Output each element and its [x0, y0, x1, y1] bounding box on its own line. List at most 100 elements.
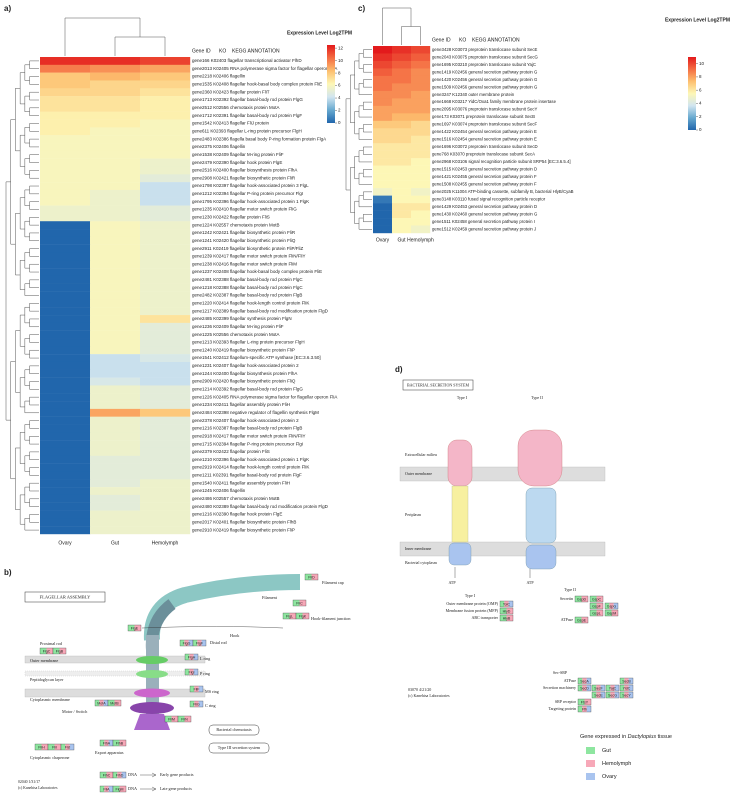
heatmap-cell [140, 299, 191, 308]
diagram-label: Type II [564, 587, 576, 592]
gene-box [605, 691, 620, 699]
gene-label: YidC [623, 686, 631, 690]
heatmap-cell [90, 385, 141, 394]
gene-box-fill [54, 744, 61, 750]
gene-box-fill [189, 669, 194, 675]
legend-title: Gene expressed in Dactylopius tissue [580, 734, 672, 740]
gene-label: FliF [194, 687, 201, 691]
gene-label: FlgB [56, 649, 64, 653]
heatmap-cell [140, 424, 191, 433]
row-label: gene1542 K02413 flagellar FliJ protein [192, 121, 270, 126]
gene-box [589, 602, 604, 610]
row-label: gene1420 K02456 general secretion pathwa… [432, 77, 538, 82]
row-label: gene1238 K02416 flagellar motor switch p… [192, 261, 297, 266]
gene-label: SecD [580, 686, 589, 690]
row-label: gene2918 K02417 flagellar motor switch p… [192, 433, 306, 438]
membrane [24, 655, 206, 664]
column-header: KO [459, 37, 466, 43]
heatmap-cell [373, 165, 393, 174]
column-dendrogram [64, 17, 166, 56]
heatmap-cell [140, 205, 191, 214]
column-label: Hemolymph [152, 540, 179, 546]
link-box [208, 724, 260, 736]
diagram-label: Filament [262, 595, 278, 600]
heatmap-cell [90, 221, 141, 230]
heatmap-cell [40, 471, 91, 480]
heatmap-cell [90, 111, 141, 120]
gene-box-fill [584, 699, 591, 705]
colorbar-tick-label: 8 [338, 70, 341, 75]
secretion-diagram: BACTERIAL SECRETION SYSTEM [399, 379, 606, 578]
heatmap-cell [90, 315, 141, 324]
heatmap-cell [90, 80, 141, 89]
gene-box-fill [114, 700, 121, 706]
heatmap-cell [411, 225, 431, 234]
heatmap-cell [40, 307, 91, 316]
heatmap-cell [40, 369, 91, 378]
diagram-label: Outer membrane [30, 658, 58, 663]
heatmap-cell [392, 173, 412, 181]
heatmap-cell [140, 135, 191, 144]
gene-box [577, 684, 592, 692]
gene-label: SecB [622, 679, 631, 683]
heatmap-cell [90, 96, 141, 105]
heatmap-cell [90, 229, 141, 238]
gene-box-fill [41, 744, 48, 750]
row-label: gene1430 K02460 general secretion pathwa… [432, 211, 538, 216]
heatmap-cell [373, 90, 393, 99]
heatmap-cell [40, 385, 91, 394]
row-label: gene1214 K02392 flagellar basal-body rod… [192, 387, 303, 392]
hlyd [451, 485, 469, 543]
row-label: gene2095 K03076 preprotein translocase s… [432, 107, 537, 112]
heatmap-cell [90, 299, 141, 308]
heatmap-cell [140, 408, 191, 417]
heatmap-cell [40, 72, 91, 81]
heatmap-cell [140, 416, 191, 425]
gene-box [591, 691, 606, 699]
diagram-label: Export apparatus [95, 750, 124, 755]
heatmap-cell [40, 494, 91, 503]
heatmap-cell [392, 105, 412, 114]
heatmap-cell [40, 166, 91, 175]
heatmap-cell [40, 510, 91, 519]
gene-box-fill [586, 685, 591, 691]
gene-box [192, 639, 207, 647]
row-label: gene2218 K02406 flagellin [192, 74, 246, 79]
gene-box-fill [590, 603, 597, 609]
diagram-label: Cytoplasmic chaperone [30, 755, 70, 760]
heatmap-cell [40, 268, 91, 277]
gene-box-fill [596, 596, 603, 602]
row-label: gene1212 K02394 flagellar P-ring protein… [192, 191, 303, 196]
heatmap-cell [140, 338, 191, 347]
gene-box [619, 677, 634, 685]
gene-box-fill [190, 701, 195, 707]
gene-label: HlyB [503, 616, 511, 620]
gene-box-fill [620, 678, 625, 684]
gene-box-fill [624, 685, 629, 691]
diagram-label: DNA [128, 786, 137, 791]
gene-label: GspD [577, 597, 587, 601]
gene-box-fill [582, 685, 587, 691]
row-label: gene2360 K02423 flagellar protein FliT [192, 89, 270, 94]
heatmap-cell [411, 113, 431, 121]
gene-box-fill [624, 692, 629, 698]
heatmap-cell [140, 72, 191, 81]
gene-box-fill [119, 740, 126, 746]
heatmap-cell [392, 68, 412, 77]
heatmap-cell [40, 447, 91, 457]
heatmap-cell [373, 120, 393, 129]
colorbar-tick-label: 8 [699, 74, 702, 79]
gene-label: GspM [607, 611, 617, 615]
heatmap-cell [373, 225, 393, 234]
colorbar-title: Expression Level Log2TPM [287, 30, 352, 36]
column-label: Gut [111, 540, 120, 546]
heatmap-cell [411, 46, 431, 54]
gene-box-fill [59, 648, 66, 654]
diagram-label: Outer membrane [405, 471, 432, 476]
diagram-label: Type I [457, 395, 468, 400]
diagram-title: BACTERIAL SECRETION SYSTEM [407, 382, 470, 387]
row-label: gene2486 K02557 chemotaxis protein MotB [192, 496, 280, 501]
row-label: gene1515 K02453 general secretion pathwa… [432, 167, 537, 172]
heatmap-cell [90, 135, 141, 144]
gene-box-fill [578, 699, 585, 705]
